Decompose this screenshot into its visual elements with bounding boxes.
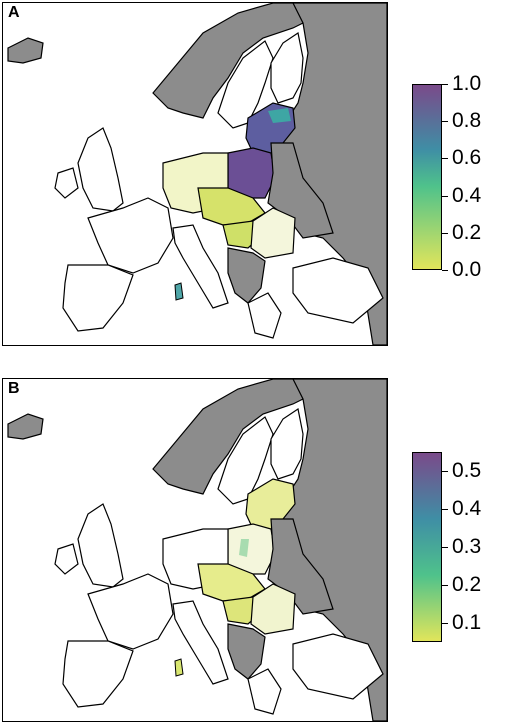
legend-tick-mark — [442, 471, 448, 472]
iberia-shape — [62, 264, 134, 332]
uk-shape — [77, 127, 124, 212]
romania-shape — [250, 207, 296, 259]
map-b-frame — [2, 378, 388, 722]
iceland-shape — [7, 37, 44, 64]
ireland-shape — [54, 167, 79, 199]
legend-tick-label: 0.3 — [452, 535, 482, 558]
legend-b-colorbar — [412, 452, 442, 642]
panel-a: A 1.0 0.8 0.6 0.4 0.2 0.0 — [0, 0, 510, 352]
legend-tick-label: 0.2 — [452, 573, 482, 596]
balkans-shape — [227, 247, 266, 304]
map-b — [3, 379, 387, 721]
panel-b: B 0.5 0.4 0.3 0.2 0.1 — [0, 376, 510, 727]
finland-shape — [270, 32, 304, 104]
legend-tick-label: 0.1 — [452, 611, 482, 634]
legend-tick-label: 0.8 — [452, 109, 482, 132]
central-shape — [197, 187, 266, 226]
legend-tick-label: 1.0 — [452, 72, 482, 95]
legend-tick-mark — [442, 84, 448, 85]
legend-tick-label: 0.4 — [452, 497, 482, 520]
legend-tick-mark — [442, 547, 448, 548]
map-a — [3, 3, 387, 345]
legend-tick-label: 0.5 — [452, 459, 482, 482]
panel-b-label: B — [8, 380, 20, 397]
turkey-shape — [292, 257, 384, 324]
legend-tick-mark — [442, 270, 448, 271]
legend-tick-mark — [442, 509, 448, 510]
panel-a-label: A — [8, 4, 20, 21]
sweden-shape — [217, 40, 274, 129]
legend-tick-label: 0.2 — [452, 221, 482, 244]
legend-tick-mark — [442, 121, 448, 122]
legend-a-colorbar — [412, 84, 442, 270]
legend-tick-label: 0.0 — [452, 258, 482, 281]
legend-tick-mark — [442, 233, 448, 234]
legend-tick-label: 0.6 — [452, 146, 482, 169]
legend-tick-mark — [442, 585, 448, 586]
sardinia-shape — [174, 282, 184, 301]
greece-shape — [247, 292, 282, 339]
map-a-frame — [2, 2, 388, 346]
legend-tick-mark — [442, 623, 448, 624]
legend-tick-mark — [442, 158, 448, 159]
legend-tick-mark — [442, 196, 448, 197]
legend-tick-label: 0.4 — [452, 184, 482, 207]
france-shape — [87, 197, 174, 274]
italy-shape — [172, 224, 229, 309]
norway-shape — [152, 3, 314, 119]
